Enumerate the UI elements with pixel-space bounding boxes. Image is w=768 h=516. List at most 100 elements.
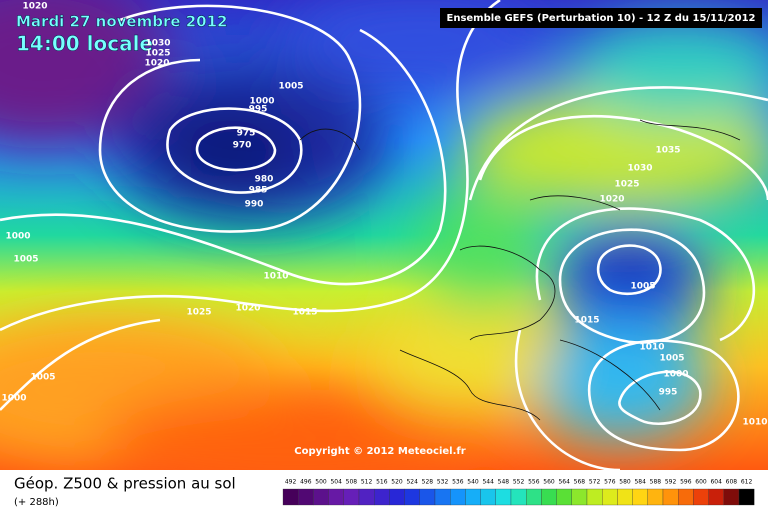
scale-swatch [708, 488, 724, 506]
scale-label: 572 [589, 479, 601, 486]
scale-swatch [404, 488, 420, 506]
isobar-label: 1030 [145, 39, 170, 49]
isobar-label: 1005 [30, 373, 55, 383]
scale-label: 524 [406, 479, 418, 486]
scale-swatch [434, 488, 451, 506]
isobar-label: 1025 [186, 308, 211, 318]
isobar-label: 1010 [263, 272, 288, 282]
scale-label: 532 [437, 479, 449, 486]
scale-swatch [298, 488, 314, 506]
scale-label: 584 [634, 479, 646, 486]
scale-swatch [526, 488, 542, 506]
scale-swatch [343, 488, 360, 506]
scale-label: 600 [695, 479, 707, 486]
scale-label: 588 [650, 479, 662, 486]
scale-swatch [313, 488, 329, 506]
scale-swatch [571, 488, 588, 506]
scale-label: 548 [498, 479, 510, 486]
scale-label: 608 [726, 479, 738, 486]
isobar-label: 1020 [599, 195, 624, 205]
isobar-label: 985 [249, 186, 268, 196]
scale-label: 500 [315, 479, 327, 486]
isobar-label: 1000 [249, 97, 274, 107]
scale-label: 528 [422, 479, 434, 486]
isobar-label: 1005 [659, 354, 684, 364]
scale-label: 508 [346, 479, 358, 486]
scale-swatch [678, 488, 694, 506]
scale-swatch [556, 488, 572, 506]
scale-label: 612 [741, 479, 753, 486]
scale-swatch [358, 488, 375, 506]
isobar-label: 1005 [13, 255, 38, 265]
isobar-label: 1015 [292, 308, 317, 318]
isobar-label: 1010 [742, 418, 767, 428]
scale-label: 536 [452, 479, 464, 486]
scale-swatch [738, 488, 755, 506]
isobar-label: 1035 [655, 146, 680, 156]
scale-swatch [465, 488, 481, 506]
isobar-label: 1005 [630, 282, 655, 292]
scale-label: 560 [543, 479, 555, 486]
isobar-label: 1020 [22, 2, 47, 12]
lead-time: (+ 288h) [14, 497, 59, 508]
scale-swatch [419, 488, 436, 506]
isobar-label: 1000 [1, 394, 26, 404]
scale-swatch [480, 488, 496, 506]
date-title: Mardi 27 novembre 2012 [16, 13, 228, 31]
scale-label: 552 [513, 479, 525, 486]
isobar-label: 1010 [639, 343, 664, 353]
isobar-label: 1000 [663, 370, 688, 380]
scale-swatch [586, 488, 603, 506]
isobar-label: 1000 [5, 232, 30, 242]
field [0, 0, 768, 470]
scale-swatch [662, 488, 679, 506]
scale-label: 520 [391, 479, 403, 486]
scale-label: 516 [376, 479, 388, 486]
scale-label: 496 [300, 479, 312, 486]
scale-label: 504 [330, 479, 342, 486]
model-banner [440, 8, 762, 28]
scale-label: 596 [680, 479, 692, 486]
scale-label: 540 [467, 479, 479, 486]
scale-label: 544 [482, 479, 494, 486]
isobar-label: 995 [249, 105, 268, 115]
isobar-label: 995 [659, 388, 678, 398]
scale-swatch [389, 488, 405, 506]
scale-swatch [632, 488, 648, 506]
isobar-label: 1005 [278, 82, 303, 92]
scale-label: 580 [619, 479, 631, 486]
time-title: 14:00 locale [16, 32, 153, 56]
isobar-label: 990 [245, 200, 264, 210]
isobar-label: 1020 [235, 304, 260, 314]
copyright: Copyright © 2012 Meteociel.fr [294, 446, 465, 457]
scale-label: 576 [604, 479, 616, 486]
footer-title: Géop. Z500 & pression au sol [14, 475, 236, 493]
isobar-label: 1025 [145, 49, 170, 59]
isobar-label: 1020 [144, 59, 169, 69]
isobar-label: 980 [255, 175, 274, 185]
scale-label: 492 [285, 479, 297, 486]
scale-swatch [617, 488, 633, 506]
isobar-label: 1025 [614, 180, 639, 190]
scale-swatch [723, 488, 740, 506]
isobar-label: 1030 [627, 164, 652, 174]
scale-swatch [328, 488, 344, 506]
scale-swatch [495, 488, 512, 506]
isobar-label: 970 [233, 141, 252, 151]
scale-swatch [693, 488, 709, 506]
model-info: Ensemble GEFS (Perturbation 10) - 12 Z d… [447, 13, 756, 24]
isobar-labels: 1020103010251020100510009959759709809859… [1, 2, 767, 428]
scale-swatch [282, 488, 299, 506]
scale-label: 568 [574, 479, 586, 486]
color-scale: 492 496 500 504 508 512 516 520 524 528 532 536 540 5… [282, 479, 755, 506]
isobar-label: 975 [237, 129, 256, 139]
isobar-label: 1015 [574, 316, 599, 326]
scale-label: 564 [558, 479, 570, 486]
scale-swatch [602, 488, 618, 506]
scale-swatch [450, 488, 466, 506]
scale-label: 604 [710, 479, 722, 486]
scale-label: 556 [528, 479, 540, 486]
scale-label: 512 [361, 479, 373, 486]
scale-swatch [510, 488, 527, 506]
